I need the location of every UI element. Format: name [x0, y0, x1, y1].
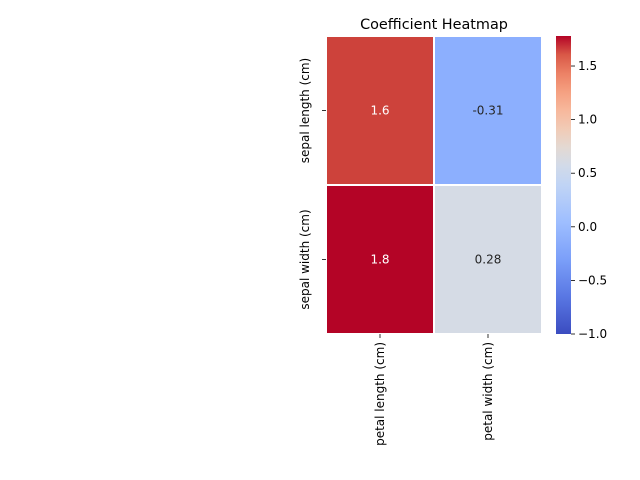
cell-annotation: 1.6 — [370, 104, 389, 118]
y-tick-label: sepal width (cm) — [298, 209, 312, 309]
colorbar-tick-label: −0.5 — [578, 273, 607, 287]
cell-annotations: 1.6 -0.31 1.8 0.28 — [370, 104, 503, 267]
y-tick-label: sepal length (cm) — [298, 58, 312, 163]
heatmap-cell — [325, 35, 435, 186]
colorbar-tick-label: 0.5 — [578, 166, 597, 180]
y-axis: sepal length (cm) sepal width (cm) — [298, 58, 326, 310]
heatmap-cell — [433, 184, 543, 335]
x-tick-label: petal length (cm) — [373, 342, 387, 446]
x-axis: petal length (cm) petal width (cm) — [373, 334, 495, 446]
heatmap-cells — [325, 35, 543, 335]
colorbar-tick-label: 0.0 — [578, 220, 597, 234]
colorbar-tick-label: 1.0 — [578, 113, 597, 127]
colorbar-tick-label: −1.0 — [578, 327, 607, 341]
heatmap-cell — [433, 35, 543, 186]
colorbar-gradient — [556, 36, 571, 334]
colorbar: −1.0 −0.5 0.0 0.5 1.0 1.5 — [556, 36, 607, 341]
x-tick-label: petal width (cm) — [481, 342, 495, 441]
cell-annotation: 0.28 — [475, 253, 502, 267]
cell-annotation: 1.8 — [370, 253, 389, 267]
colorbar-tick-label: 1.5 — [578, 59, 597, 73]
heatmap-cell — [325, 184, 435, 335]
cell-annotation: -0.31 — [472, 104, 503, 118]
chart-title: Coefficient Heatmap — [360, 17, 508, 33]
